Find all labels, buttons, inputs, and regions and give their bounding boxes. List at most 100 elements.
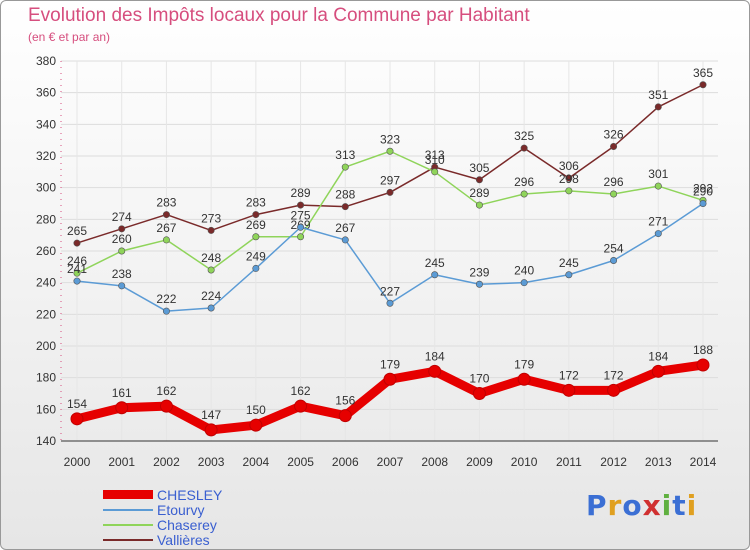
data-label: 298 bbox=[559, 172, 579, 186]
data-point bbox=[654, 230, 662, 238]
data-point bbox=[565, 271, 573, 279]
data-label: 227 bbox=[380, 284, 400, 298]
data-point bbox=[252, 264, 260, 272]
data-point bbox=[297, 201, 305, 209]
data-label: 156 bbox=[335, 394, 355, 408]
data-label: 267 bbox=[156, 221, 176, 235]
x-tick-label: 2008 bbox=[421, 455, 448, 469]
legend-label: Etourvy bbox=[157, 501, 205, 518]
data-point bbox=[252, 233, 260, 241]
data-point bbox=[565, 174, 573, 182]
data-point bbox=[162, 307, 170, 315]
data-label: 351 bbox=[648, 88, 668, 102]
legend-item: Chaserey bbox=[103, 517, 217, 533]
data-label: 313 bbox=[335, 148, 355, 162]
legend-swatch bbox=[103, 538, 153, 541]
data-point bbox=[654, 182, 662, 190]
data-label: 283 bbox=[156, 196, 176, 210]
x-tick-label: 2003 bbox=[198, 455, 225, 469]
data-label: 323 bbox=[380, 132, 400, 146]
data-point bbox=[249, 418, 263, 432]
data-point bbox=[654, 103, 662, 111]
data-point bbox=[472, 387, 486, 400]
legend-label: Vallières bbox=[157, 531, 210, 548]
data-label: 239 bbox=[469, 265, 489, 279]
data-label: 283 bbox=[246, 196, 266, 210]
data-point bbox=[699, 200, 707, 208]
data-point bbox=[386, 147, 394, 155]
data-label: 273 bbox=[201, 211, 221, 225]
data-point bbox=[386, 299, 394, 307]
data-label: 188 bbox=[693, 343, 713, 357]
legend-swatch bbox=[103, 508, 153, 511]
data-label: 224 bbox=[201, 289, 221, 303]
data-label: 184 bbox=[648, 349, 668, 363]
data-point bbox=[162, 211, 170, 219]
data-label: 289 bbox=[291, 186, 311, 200]
data-label: 245 bbox=[559, 256, 579, 270]
y-tick-label: 300 bbox=[36, 181, 56, 195]
data-point bbox=[73, 277, 81, 285]
y-tick-label: 180 bbox=[36, 371, 56, 385]
y-tick-label: 320 bbox=[36, 149, 56, 163]
data-point bbox=[207, 266, 215, 274]
data-label: 267 bbox=[335, 221, 355, 235]
x-tick-label: 2010 bbox=[511, 455, 538, 469]
legend-swatch bbox=[103, 523, 153, 526]
data-label: 260 bbox=[112, 232, 132, 246]
data-label: 241 bbox=[67, 262, 87, 276]
data-label: 170 bbox=[469, 372, 489, 386]
data-label: 150 bbox=[246, 403, 266, 417]
data-point bbox=[341, 236, 349, 244]
x-tick-label: 2013 bbox=[645, 455, 672, 469]
data-label: 240 bbox=[514, 264, 534, 278]
data-label: 297 bbox=[380, 173, 400, 187]
data-label: 296 bbox=[604, 175, 624, 189]
data-label: 326 bbox=[604, 128, 624, 142]
chart-title: Evolution des Impôts locaux pour la Comm… bbox=[28, 5, 530, 26]
data-label: 289 bbox=[469, 186, 489, 200]
legend-swatch bbox=[103, 490, 153, 499]
data-label: 162 bbox=[156, 384, 176, 398]
data-label: 275 bbox=[291, 208, 311, 222]
legend-item: Vallières bbox=[103, 531, 210, 548]
legend-label: CHESLEY bbox=[157, 486, 223, 503]
data-point bbox=[118, 225, 126, 233]
data-point bbox=[297, 233, 305, 241]
proxiti-logo: Proxiti bbox=[586, 489, 698, 522]
data-label: 296 bbox=[514, 175, 534, 189]
data-label: 246 bbox=[67, 254, 87, 268]
data-point bbox=[610, 143, 618, 151]
data-label: 290 bbox=[693, 185, 713, 199]
y-tick-label: 200 bbox=[36, 339, 56, 353]
y-tick-label: 380 bbox=[36, 54, 56, 68]
data-label: 325 bbox=[514, 129, 534, 143]
data-point bbox=[159, 399, 173, 413]
data-label: 162 bbox=[291, 384, 311, 398]
data-point bbox=[204, 423, 218, 437]
data-point bbox=[207, 226, 215, 234]
data-point bbox=[252, 211, 260, 219]
data-point bbox=[699, 81, 707, 89]
data-label: 306 bbox=[559, 159, 579, 173]
y-tick-label: 280 bbox=[36, 212, 56, 226]
x-tick-label: 2002 bbox=[153, 455, 180, 469]
data-point bbox=[428, 364, 442, 378]
data-point bbox=[73, 269, 81, 277]
data-point bbox=[475, 280, 483, 288]
chart-subtitle: (en € et par an) bbox=[28, 30, 111, 44]
data-label: 179 bbox=[514, 357, 534, 371]
data-label: 222 bbox=[156, 292, 176, 306]
data-point bbox=[341, 203, 349, 211]
data-point bbox=[207, 304, 215, 312]
data-point bbox=[520, 279, 528, 287]
data-point bbox=[431, 168, 439, 176]
x-tick-label: 2000 bbox=[64, 455, 91, 469]
data-label: 310 bbox=[425, 153, 445, 167]
data-point bbox=[338, 409, 352, 423]
data-point bbox=[431, 271, 439, 279]
data-label: 238 bbox=[112, 267, 132, 281]
data-label: 245 bbox=[425, 256, 445, 270]
